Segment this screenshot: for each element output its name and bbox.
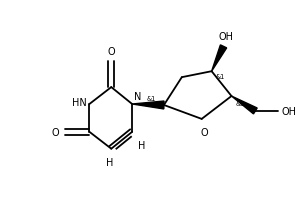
Text: N: N <box>134 91 141 102</box>
Text: &1: &1 <box>216 74 225 80</box>
Text: O: O <box>52 127 60 137</box>
Polygon shape <box>212 46 227 72</box>
Text: O: O <box>107 47 115 57</box>
Polygon shape <box>132 102 164 109</box>
Text: OH: OH <box>218 32 233 42</box>
Text: HN: HN <box>72 97 86 108</box>
Text: OH: OH <box>281 107 296 116</box>
Polygon shape <box>231 97 257 114</box>
Text: &1: &1 <box>147 96 156 102</box>
Text: H: H <box>106 157 113 167</box>
Text: H: H <box>138 140 146 150</box>
Text: &1: &1 <box>236 101 245 107</box>
Text: O: O <box>201 127 208 137</box>
